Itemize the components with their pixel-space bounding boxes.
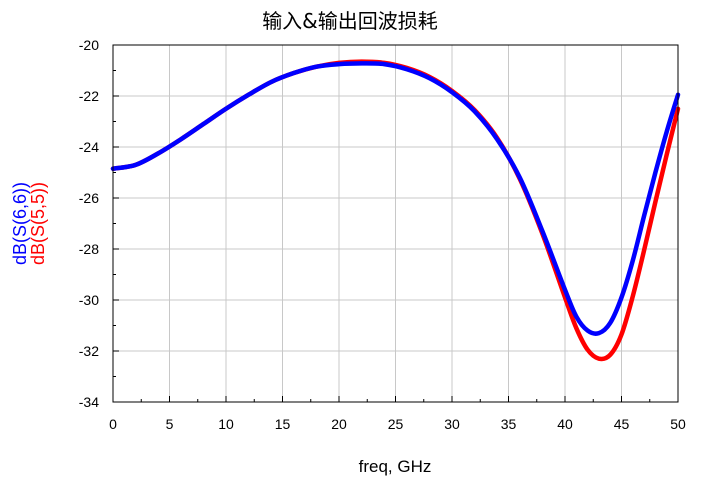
x-tick-label: 50 (670, 416, 686, 432)
grid (113, 45, 678, 402)
x-tick-label: 0 (109, 416, 117, 432)
y-axis-legend-labels: dB(S(5,5))dB(S(6,6)) (10, 182, 48, 265)
series-layer (110, 59, 681, 362)
axis-ticks: 0 5 10 15 20 25 30 35 40 45 50 -34 -32 -30 -28 -26 -24 -2… (79, 37, 686, 432)
y-tick-label: -32 (79, 343, 99, 359)
x-tick-label: 15 (275, 416, 291, 432)
x-tick-label: 10 (218, 416, 234, 432)
y-tick-label: -34 (79, 394, 99, 410)
y-tick-label: -20 (79, 37, 99, 53)
y-tick-label: -24 (79, 139, 99, 155)
x-tick-label: 40 (557, 416, 573, 432)
y-tick-label: -30 (79, 292, 99, 308)
y-tick-label: -28 (79, 241, 99, 257)
x-tick-label: 5 (166, 416, 174, 432)
x-tick-label: 45 (614, 416, 630, 432)
series-line-s66 (110, 61, 681, 336)
x-axis-label: freq, GHz (359, 457, 432, 476)
y-axis-series-label: dB(S(5,5)) (28, 182, 48, 265)
x-tick-label: 25 (388, 416, 404, 432)
x-tick-label: 30 (444, 416, 460, 432)
x-tick-label: 35 (501, 416, 517, 432)
chart-title: 输入&输出回波损耗 (262, 9, 438, 33)
y-tick-label: -26 (79, 190, 99, 206)
y-tick-label: -22 (79, 88, 99, 104)
y-axis-series-label: dB(S(6,6)) (10, 182, 30, 265)
x-tick-label: 20 (331, 416, 347, 432)
